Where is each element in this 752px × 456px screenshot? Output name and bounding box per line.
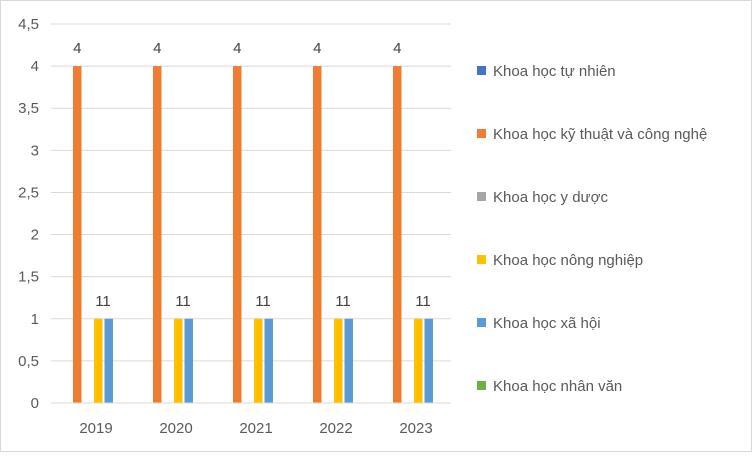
y-tick-label: 0 bbox=[31, 395, 39, 412]
bar bbox=[393, 66, 402, 403]
legend-swatch bbox=[477, 381, 486, 390]
x-axis-ticks: 2019 2020 2021 2022 2023 bbox=[79, 420, 432, 437]
y-tick-label: 4,5 bbox=[18, 16, 39, 33]
bars bbox=[73, 66, 433, 403]
x-tick-label: 2021 bbox=[239, 420, 272, 437]
data-label: 4 bbox=[153, 40, 161, 57]
bar bbox=[414, 318, 423, 403]
legend-label: Khoa học kỹ thuật và công nghệ bbox=[493, 126, 707, 143]
legend-swatch bbox=[477, 318, 486, 327]
data-label: 4 bbox=[393, 40, 401, 57]
bar bbox=[334, 318, 343, 403]
bar bbox=[153, 66, 162, 403]
x-tick-label: 2022 bbox=[319, 420, 352, 437]
y-tick-label: 3,5 bbox=[18, 100, 39, 117]
bar bbox=[424, 318, 433, 403]
legend-label: Khoa học xã hội bbox=[493, 315, 601, 332]
data-label: 11 bbox=[335, 293, 351, 310]
legend-swatch bbox=[477, 255, 486, 264]
legend-label: Khoa học tự nhiên bbox=[493, 63, 616, 80]
bar bbox=[254, 318, 263, 403]
bar bbox=[104, 318, 113, 403]
gridlines bbox=[51, 23, 451, 404]
x-tick-label: 2019 bbox=[79, 420, 112, 437]
legend: Khoa học tự nhiên Khoa học kỹ thuật và cô… bbox=[477, 63, 707, 395]
bar bbox=[313, 66, 322, 403]
bar bbox=[184, 318, 193, 403]
bar bbox=[73, 66, 82, 403]
data-label: 4 bbox=[73, 40, 81, 57]
data-label: 4 bbox=[233, 40, 241, 57]
bar bbox=[344, 318, 353, 403]
data-label: 11 bbox=[175, 293, 191, 310]
bar bbox=[264, 318, 273, 403]
data-label: 11 bbox=[95, 293, 111, 310]
legend-swatch bbox=[477, 66, 486, 75]
legend-label: Khoa học nhân văn bbox=[493, 378, 622, 395]
bar bbox=[233, 66, 242, 403]
data-label: 11 bbox=[255, 293, 271, 310]
y-tick-label: 2,5 bbox=[18, 184, 39, 201]
y-tick-label: 0,5 bbox=[18, 353, 39, 370]
data-label: 4 bbox=[313, 40, 321, 57]
y-tick-label: 1,5 bbox=[18, 269, 39, 286]
y-tick-label: 2 bbox=[31, 227, 39, 244]
y-tick-label: 3 bbox=[31, 142, 39, 159]
bar bbox=[94, 318, 103, 403]
legend-label: Khoa học y dược bbox=[493, 189, 608, 206]
legend-label: Khoa học nông nghiệp bbox=[493, 252, 643, 269]
x-tick-label: 2020 bbox=[159, 420, 192, 437]
legend-swatch bbox=[477, 129, 486, 138]
y-tick-label: 1 bbox=[31, 311, 39, 328]
y-tick-label: 4 bbox=[31, 58, 39, 75]
legend-swatch bbox=[477, 192, 486, 201]
data-labels: 4 11 4 11 4 11 4 11 4 11 bbox=[73, 40, 431, 310]
x-tick-label: 2023 bbox=[399, 420, 432, 437]
data-label: 11 bbox=[415, 293, 431, 310]
y-axis-ticks: 0 0,5 1 1,5 2 2,5 3 3,5 4 4,5 bbox=[18, 16, 39, 412]
bar bbox=[174, 318, 183, 403]
